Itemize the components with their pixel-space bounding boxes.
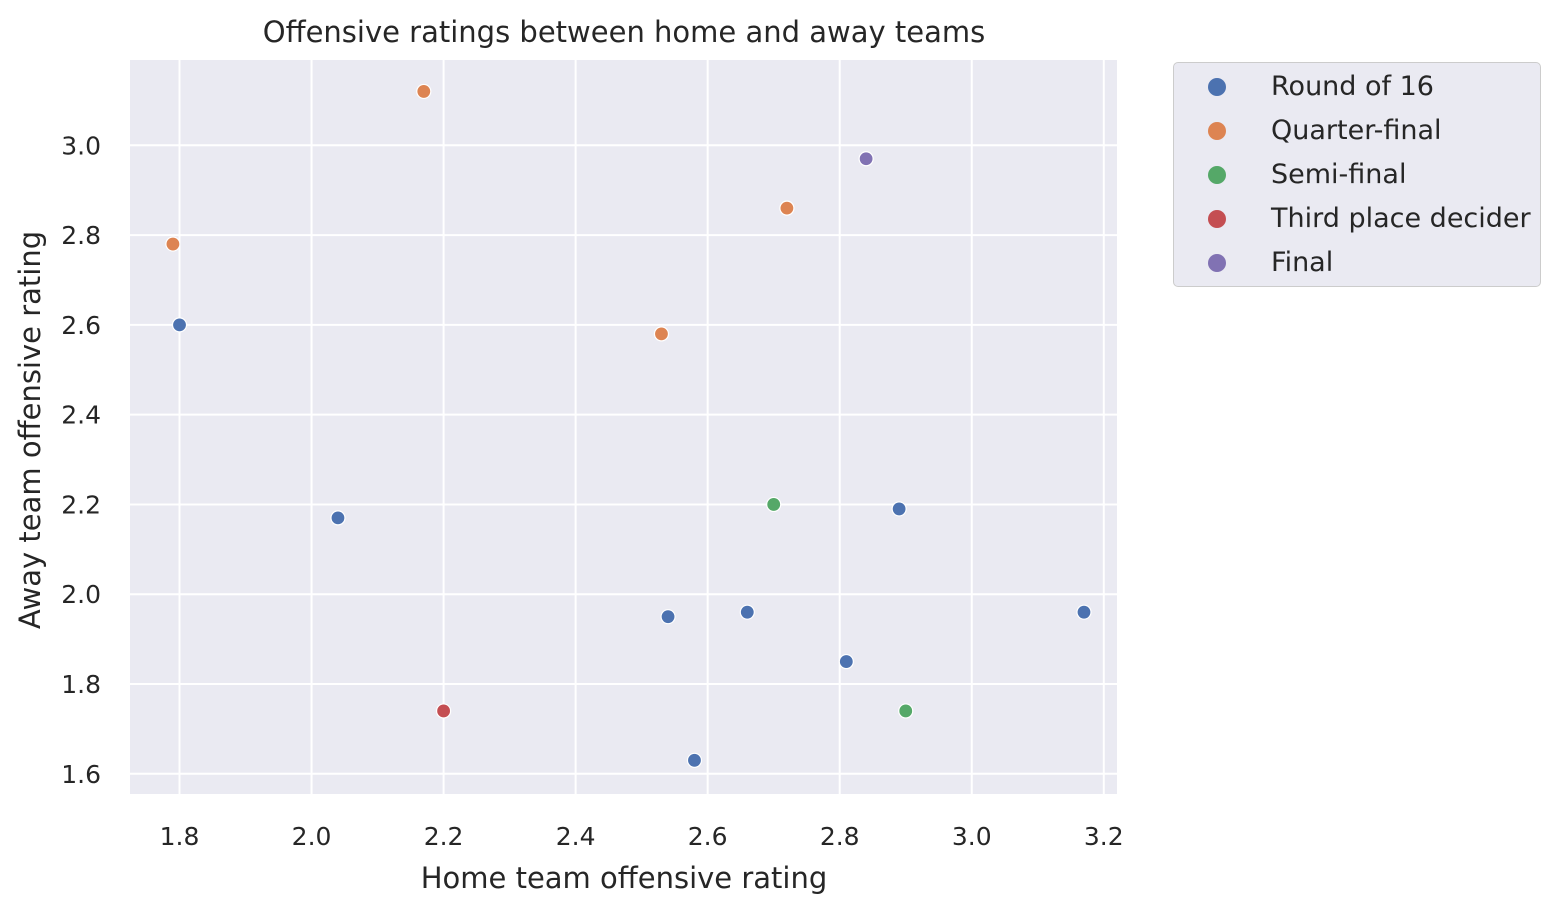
- scatter-point: [660, 609, 676, 625]
- scatter-point: [1076, 604, 1092, 620]
- legend-item: Quarter-final: [1174, 111, 1540, 151]
- y-tick-label: 3.0: [61, 131, 101, 160]
- data-points: [165, 83, 1092, 768]
- y-tick-label: 2.6: [61, 311, 101, 340]
- plot-area: [130, 60, 1117, 794]
- x-tick-label: 2.0: [292, 822, 332, 851]
- legend-label: Final: [1271, 247, 1334, 278]
- scatter-point: [739, 604, 755, 620]
- scatter-point: [779, 200, 795, 216]
- scatter-point: [891, 501, 907, 517]
- scatter-point: [435, 703, 452, 719]
- y-tick-label: 1.6: [61, 760, 101, 789]
- legend-label: Round of 16: [1271, 71, 1434, 102]
- legend-label: Quarter-final: [1271, 115, 1442, 146]
- scatter-point: [330, 510, 346, 526]
- chart-title: Offensive ratings between home and away …: [263, 15, 985, 49]
- x-tick-label: 2.8: [820, 822, 860, 851]
- legend-marker: [1208, 78, 1226, 96]
- y-tick-label: 2.4: [61, 401, 101, 430]
- y-tick-label: 2.2: [61, 490, 101, 519]
- x-axis-label: Home team offensive rating: [421, 861, 828, 895]
- y-tick-label: 2.8: [61, 221, 101, 250]
- legend-marker: [1208, 210, 1226, 228]
- x-tick-label: 3.0: [952, 822, 992, 851]
- y-tick-label: 1.8: [61, 670, 101, 699]
- x-tick-label: 3.2: [1084, 822, 1124, 851]
- y-axis-label: Away team offensive rating: [13, 231, 47, 629]
- scatter-point: [766, 496, 782, 513]
- legend-item: Round of 16: [1174, 67, 1540, 107]
- x-tick-label: 2.2: [424, 822, 464, 851]
- scatter-point: [165, 236, 181, 252]
- legend-label: Third place decider: [1271, 203, 1531, 234]
- scatter-point: [838, 653, 854, 670]
- legend-item: Final: [1174, 243, 1540, 283]
- scatter-point: [858, 151, 874, 167]
- legend: Round of 16 Quarter-final Semi-final Third …: [1173, 62, 1541, 287]
- x-tick-label: 1.8: [160, 822, 200, 851]
- legend-marker: [1208, 166, 1226, 184]
- grid-lines: [130, 60, 1117, 794]
- legend-label: Semi-final: [1271, 159, 1407, 190]
- tick-labels: 1.8 2.0 2.2 2.4 2.6 2.8 3.0 3.2 1.6 1.8 2.0 2.2 2.4 2…: [61, 131, 1123, 851]
- legend-item: Third place decider: [1174, 199, 1540, 239]
- legend-marker: [1208, 254, 1226, 272]
- scatter-point: [171, 317, 188, 333]
- x-tick-label: 2.6: [688, 822, 728, 851]
- scatter-point: [653, 326, 670, 342]
- scatter-point: [686, 752, 703, 768]
- legend-item: Semi-final: [1174, 155, 1540, 195]
- x-tick-label: 2.4: [556, 822, 596, 851]
- legend-marker: [1208, 122, 1226, 140]
- scatter-point: [898, 703, 914, 719]
- scatter-point: [416, 83, 432, 100]
- y-tick-label: 2.0: [61, 580, 101, 609]
